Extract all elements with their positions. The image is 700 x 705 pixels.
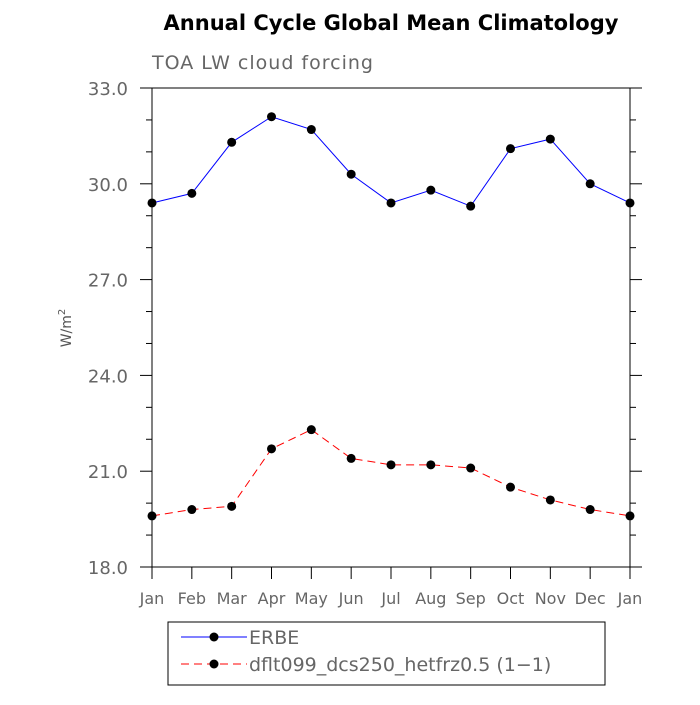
series-point: [585, 179, 595, 189]
legend: ERBE dflt099_dcs250_hetfrz0.5 (1−1): [167, 621, 606, 686]
series-point: [267, 112, 276, 122]
plot-frame: [151, 87, 631, 568]
series-point: [187, 505, 197, 515]
series-point: [426, 185, 436, 195]
x-axis-ticks: Jan Feb Mar Apr May Jun Jul Aug Sep Oct Nov Dec Jan: [139, 567, 643, 608]
series-point: [466, 463, 476, 473]
series-point: [346, 453, 356, 463]
y-axis-label-superscript: 2: [57, 309, 68, 315]
legend-swatch-marker: [209, 659, 219, 669]
series-point: [506, 144, 515, 154]
series-point: [625, 511, 635, 521]
series-point: [227, 137, 237, 147]
series-point: [147, 198, 157, 208]
series-point: [585, 505, 595, 515]
y-axis-label-base: W/m: [59, 315, 75, 347]
x-tick-label: Apr: [258, 589, 286, 608]
series-point: [466, 201, 476, 211]
series-point: [147, 511, 157, 521]
x-tick-label: Jan: [617, 589, 643, 608]
series-point: [386, 198, 396, 208]
x-tick-label: Dec: [575, 589, 606, 608]
series-layer: [147, 112, 635, 521]
series-point: [227, 501, 237, 511]
legend-items: ERBE dflt099_dcs250_hetfrz0.5 (1−1): [181, 627, 551, 676]
y-tick-label: 18.0: [88, 558, 128, 579]
series-point: [306, 125, 316, 135]
x-tick-label: May: [295, 589, 328, 608]
chart-title: Annual Cycle Global Mean Climatology: [164, 11, 619, 35]
y-axis-label: W/m2: [57, 309, 75, 348]
series-line: [151, 116, 631, 207]
legend-label: ERBE: [249, 627, 299, 649]
legend-label: dflt099_dcs250_hetfrz0.5 (1−1): [249, 654, 551, 676]
y-tick-label: 30.0: [88, 175, 128, 196]
y-tick-label: 27.0: [88, 271, 128, 292]
x-tick-label: Sep: [456, 589, 486, 608]
x-tick-label: Oct: [497, 589, 525, 608]
x-tick-label: Feb: [178, 589, 206, 608]
x-tick-label: Jan: [139, 589, 165, 608]
series-point: [346, 169, 356, 179]
series-point: [545, 495, 555, 505]
y-axis-ticks: 18.0 21.0 24.0 27.0 30.0 33.0: [88, 79, 642, 579]
series-point: [306, 425, 316, 435]
legend-box: [167, 621, 606, 686]
x-tick-label: Jun: [338, 589, 364, 608]
x-tick-label: Nov: [535, 589, 566, 608]
x-tick-label: Mar: [217, 589, 248, 608]
chart-subtitle: TOA LW cloud forcing: [151, 52, 374, 74]
series-point: [187, 188, 197, 198]
x-tick-label: Aug: [415, 589, 446, 608]
series-point: [545, 134, 555, 144]
legend-swatch-marker: [209, 632, 219, 642]
y-tick-label: 21.0: [88, 462, 128, 483]
x-tick-label: Jul: [380, 589, 400, 608]
series-point: [506, 482, 515, 492]
series-line: [151, 429, 631, 517]
series-point: [426, 460, 436, 470]
series-point: [625, 198, 635, 208]
y-tick-label: 33.0: [88, 79, 128, 100]
y-tick-label: 24.0: [88, 366, 128, 387]
series-point: [386, 460, 396, 470]
series-point: [267, 444, 276, 454]
